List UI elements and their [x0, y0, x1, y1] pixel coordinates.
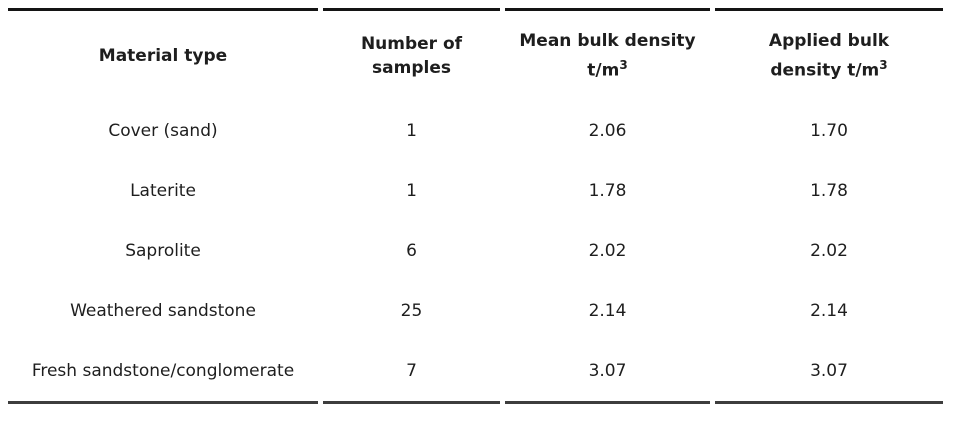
cell-material: Saprolite: [125, 241, 201, 261]
cell-samples: 6: [406, 241, 417, 261]
density-unit-superscript: 3: [879, 58, 888, 73]
cell-samples: 7: [406, 361, 417, 381]
cell-mean-density: 2.02: [588, 241, 627, 261]
column-applied-bulk-density: Applied bulk density t/m3 1.70 1.78 2.02…: [715, 8, 943, 404]
cell-samples: 25: [400, 301, 423, 321]
cell-material: Weathered sandstone: [70, 301, 256, 321]
cell-material: Cover (sand): [108, 121, 218, 141]
header-label-samples-line1: Number of: [360, 34, 463, 54]
density-unit-superscript: 3: [619, 58, 628, 73]
column-header-number-of-samples: Number of samples: [323, 11, 500, 101]
cell-material: Laterite: [130, 181, 196, 201]
header-label-samples-line2: samples: [372, 58, 451, 78]
header-label-applied-density-line1: Applied bulk: [768, 31, 890, 52]
bulk-density-table: Material type Cover (sand) Laterite Sapr…: [8, 8, 943, 404]
cell-applied-density: 2.02: [810, 241, 848, 261]
cell-samples: 1: [406, 121, 417, 141]
header-label-mean-density-line1: Mean bulk density: [519, 31, 696, 52]
cell-applied-density: 2.14: [810, 301, 848, 321]
cell-applied-density: 1.78: [810, 181, 848, 201]
header-label-material-type: Material type: [98, 46, 228, 66]
column-header-mean-bulk-density: Mean bulk density t/m3: [505, 11, 710, 101]
cell-material: Fresh sandstone/conglomerate: [31, 361, 295, 381]
column-header-applied-bulk-density: Applied bulk density t/m3: [715, 11, 943, 101]
column-material-type: Material type Cover (sand) Laterite Sapr…: [8, 8, 318, 404]
column-mean-bulk-density: Mean bulk density t/m3 2.06 1.78 2.02 2.…: [505, 8, 710, 404]
cell-mean-density: 1.78: [588, 181, 627, 201]
header-label-applied-density-unit: density t/m3: [770, 58, 888, 81]
header-label-mean-density-unit: t/m3: [587, 58, 628, 81]
column-header-material-type: Material type: [8, 11, 318, 101]
cell-applied-density: 3.07: [810, 361, 848, 381]
cell-applied-density: 1.70: [810, 121, 848, 141]
cell-mean-density: 2.06: [588, 121, 627, 141]
cell-samples: 1: [406, 181, 417, 201]
column-number-of-samples: Number of samples 1 1 6 25 7: [323, 8, 500, 404]
cell-mean-density: 2.14: [588, 301, 627, 321]
cell-mean-density: 3.07: [588, 361, 627, 381]
